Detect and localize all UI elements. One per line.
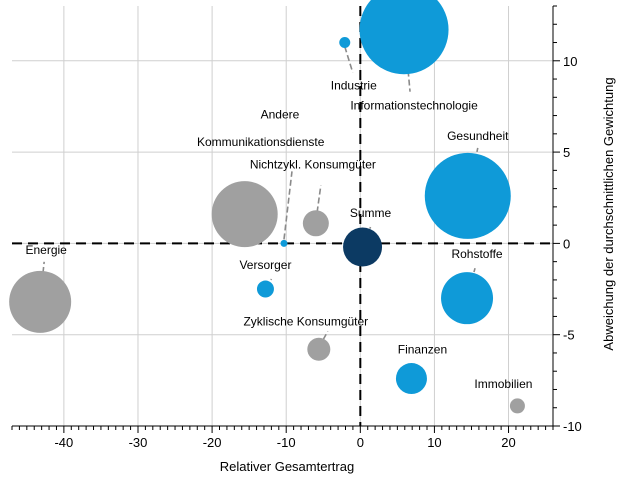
bubble-nichtzykl-konsumgüter <box>302 210 329 237</box>
x-tick-label: 10 <box>427 435 441 450</box>
point-label: Gesundheit <box>447 129 509 143</box>
x-tick-label: 20 <box>501 435 515 450</box>
leader-line <box>315 185 322 222</box>
point-label: Industrie <box>331 79 377 93</box>
bubble-gesundheit <box>424 152 511 239</box>
point-label: Versorger <box>239 258 291 272</box>
bubble-informationstechnologie <box>359 0 449 75</box>
x-tick-label: -10 <box>277 435 296 450</box>
point-label: Nichtzykl. Konsumgüter <box>250 157 376 171</box>
y-tick-label: 5 <box>563 145 570 160</box>
leader-line <box>343 46 354 73</box>
leader-line <box>283 171 293 240</box>
point-labels: Energie Kommunikationsdienste Andere Nichtz… <box>25 79 532 391</box>
point-label: Andere <box>261 107 300 121</box>
x-tick-label: -20 <box>203 435 222 450</box>
y-tick-label: -10 <box>563 419 582 434</box>
y-tick-label: 0 <box>563 236 570 251</box>
bubble-versorger <box>256 280 274 298</box>
point-label: Kommunikationsdienste <box>197 135 325 149</box>
bubble-kommunikationsdienste <box>211 181 278 248</box>
point-label: Finanzen <box>398 343 447 357</box>
bubble-industrie <box>339 37 351 49</box>
point-label: Informationstechnologie <box>350 99 478 113</box>
point-label: Energie <box>25 243 67 257</box>
bubble-finanzen <box>395 363 427 395</box>
bubble-zyklische-konsumgüter <box>307 337 331 361</box>
bubbles <box>9 0 525 414</box>
y-tick-label: -5 <box>563 328 575 343</box>
point-label: Immobilien <box>474 377 532 391</box>
reference-lines <box>12 6 553 426</box>
x-tick-label: 0 <box>357 435 364 450</box>
y-axis-title: Abweichung der durchschnittlichen Gewich… <box>601 77 616 350</box>
axes: -40 -30 -20 -10 0 10 20 -10 -5 0 5 10 <box>11 5 582 450</box>
bubble-energie <box>9 270 72 333</box>
point-label: Zyklische Konsumgüter <box>243 314 368 328</box>
x-tick-label: -30 <box>129 435 148 450</box>
x-axis-title: Relativer Gesamtertrag <box>220 459 354 474</box>
point-label: Summe <box>350 206 392 220</box>
bubble-andere <box>280 239 288 247</box>
x-tick-label: -40 <box>54 435 73 450</box>
bubble-rohstoffe <box>441 272 494 325</box>
y-tick-label: 10 <box>563 54 577 69</box>
point-label: Rohstoffe <box>451 247 502 261</box>
bubble-immobilien <box>509 398 525 414</box>
bubble-summe <box>343 227 383 267</box>
